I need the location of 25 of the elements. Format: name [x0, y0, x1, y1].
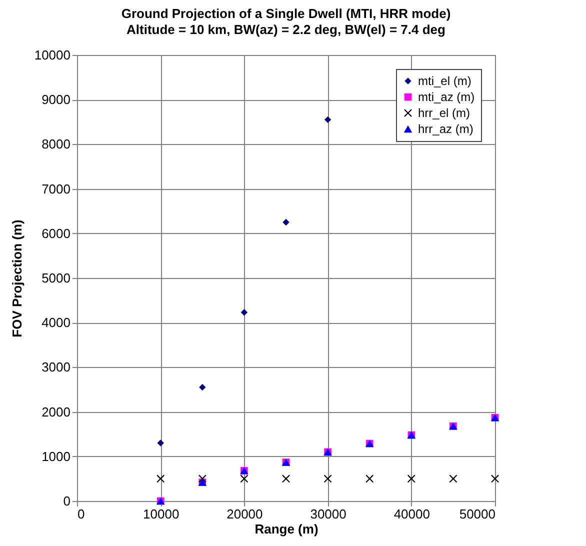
- legend-label: hrr_az (m): [418, 122, 474, 136]
- y-tick-label: 3000: [42, 360, 70, 375]
- x-tick-label: 20000: [226, 506, 263, 522]
- y-tick-label: 7000: [42, 181, 70, 196]
- y-tick-label: 9000: [42, 92, 70, 108]
- legend-label: mti_az (m): [418, 90, 475, 104]
- chart-subtitle: Altitude = 10 km, BW(az) = 2.2 deg, BW(el) = 7.4 deg: [126, 22, 446, 37]
- legend-label: hrr_el (m): [418, 106, 470, 120]
- chart-title: Ground Projection of a Single Dwell (MTI, HRR mode): [121, 6, 451, 21]
- x-tick-label: 40000: [394, 506, 430, 522]
- y-axis-title: FOV Projection (m): [9, 220, 24, 338]
- y-tick-label: 10000: [34, 48, 70, 62]
- y-tick-label: 6000: [42, 226, 70, 241]
- x-tick-label: 30000: [310, 506, 346, 522]
- y-tick-label: 2000: [42, 404, 70, 420]
- y-tick-label: 1000: [42, 448, 70, 464]
- x-tick-label: 10000: [143, 506, 180, 522]
- y-tick-label: 4000: [42, 315, 70, 330]
- y-tick-label: 0: [63, 494, 70, 508]
- x-tick-label: 50000: [459, 506, 496, 522]
- y-tick-label: 8000: [42, 136, 70, 152]
- y-tick-label: 5000: [42, 270, 70, 286]
- x-tick-label: 0: [78, 506, 85, 522]
- legend-label: mti_el (m): [418, 74, 472, 88]
- x-axis-title: Range (m): [254, 522, 318, 536]
